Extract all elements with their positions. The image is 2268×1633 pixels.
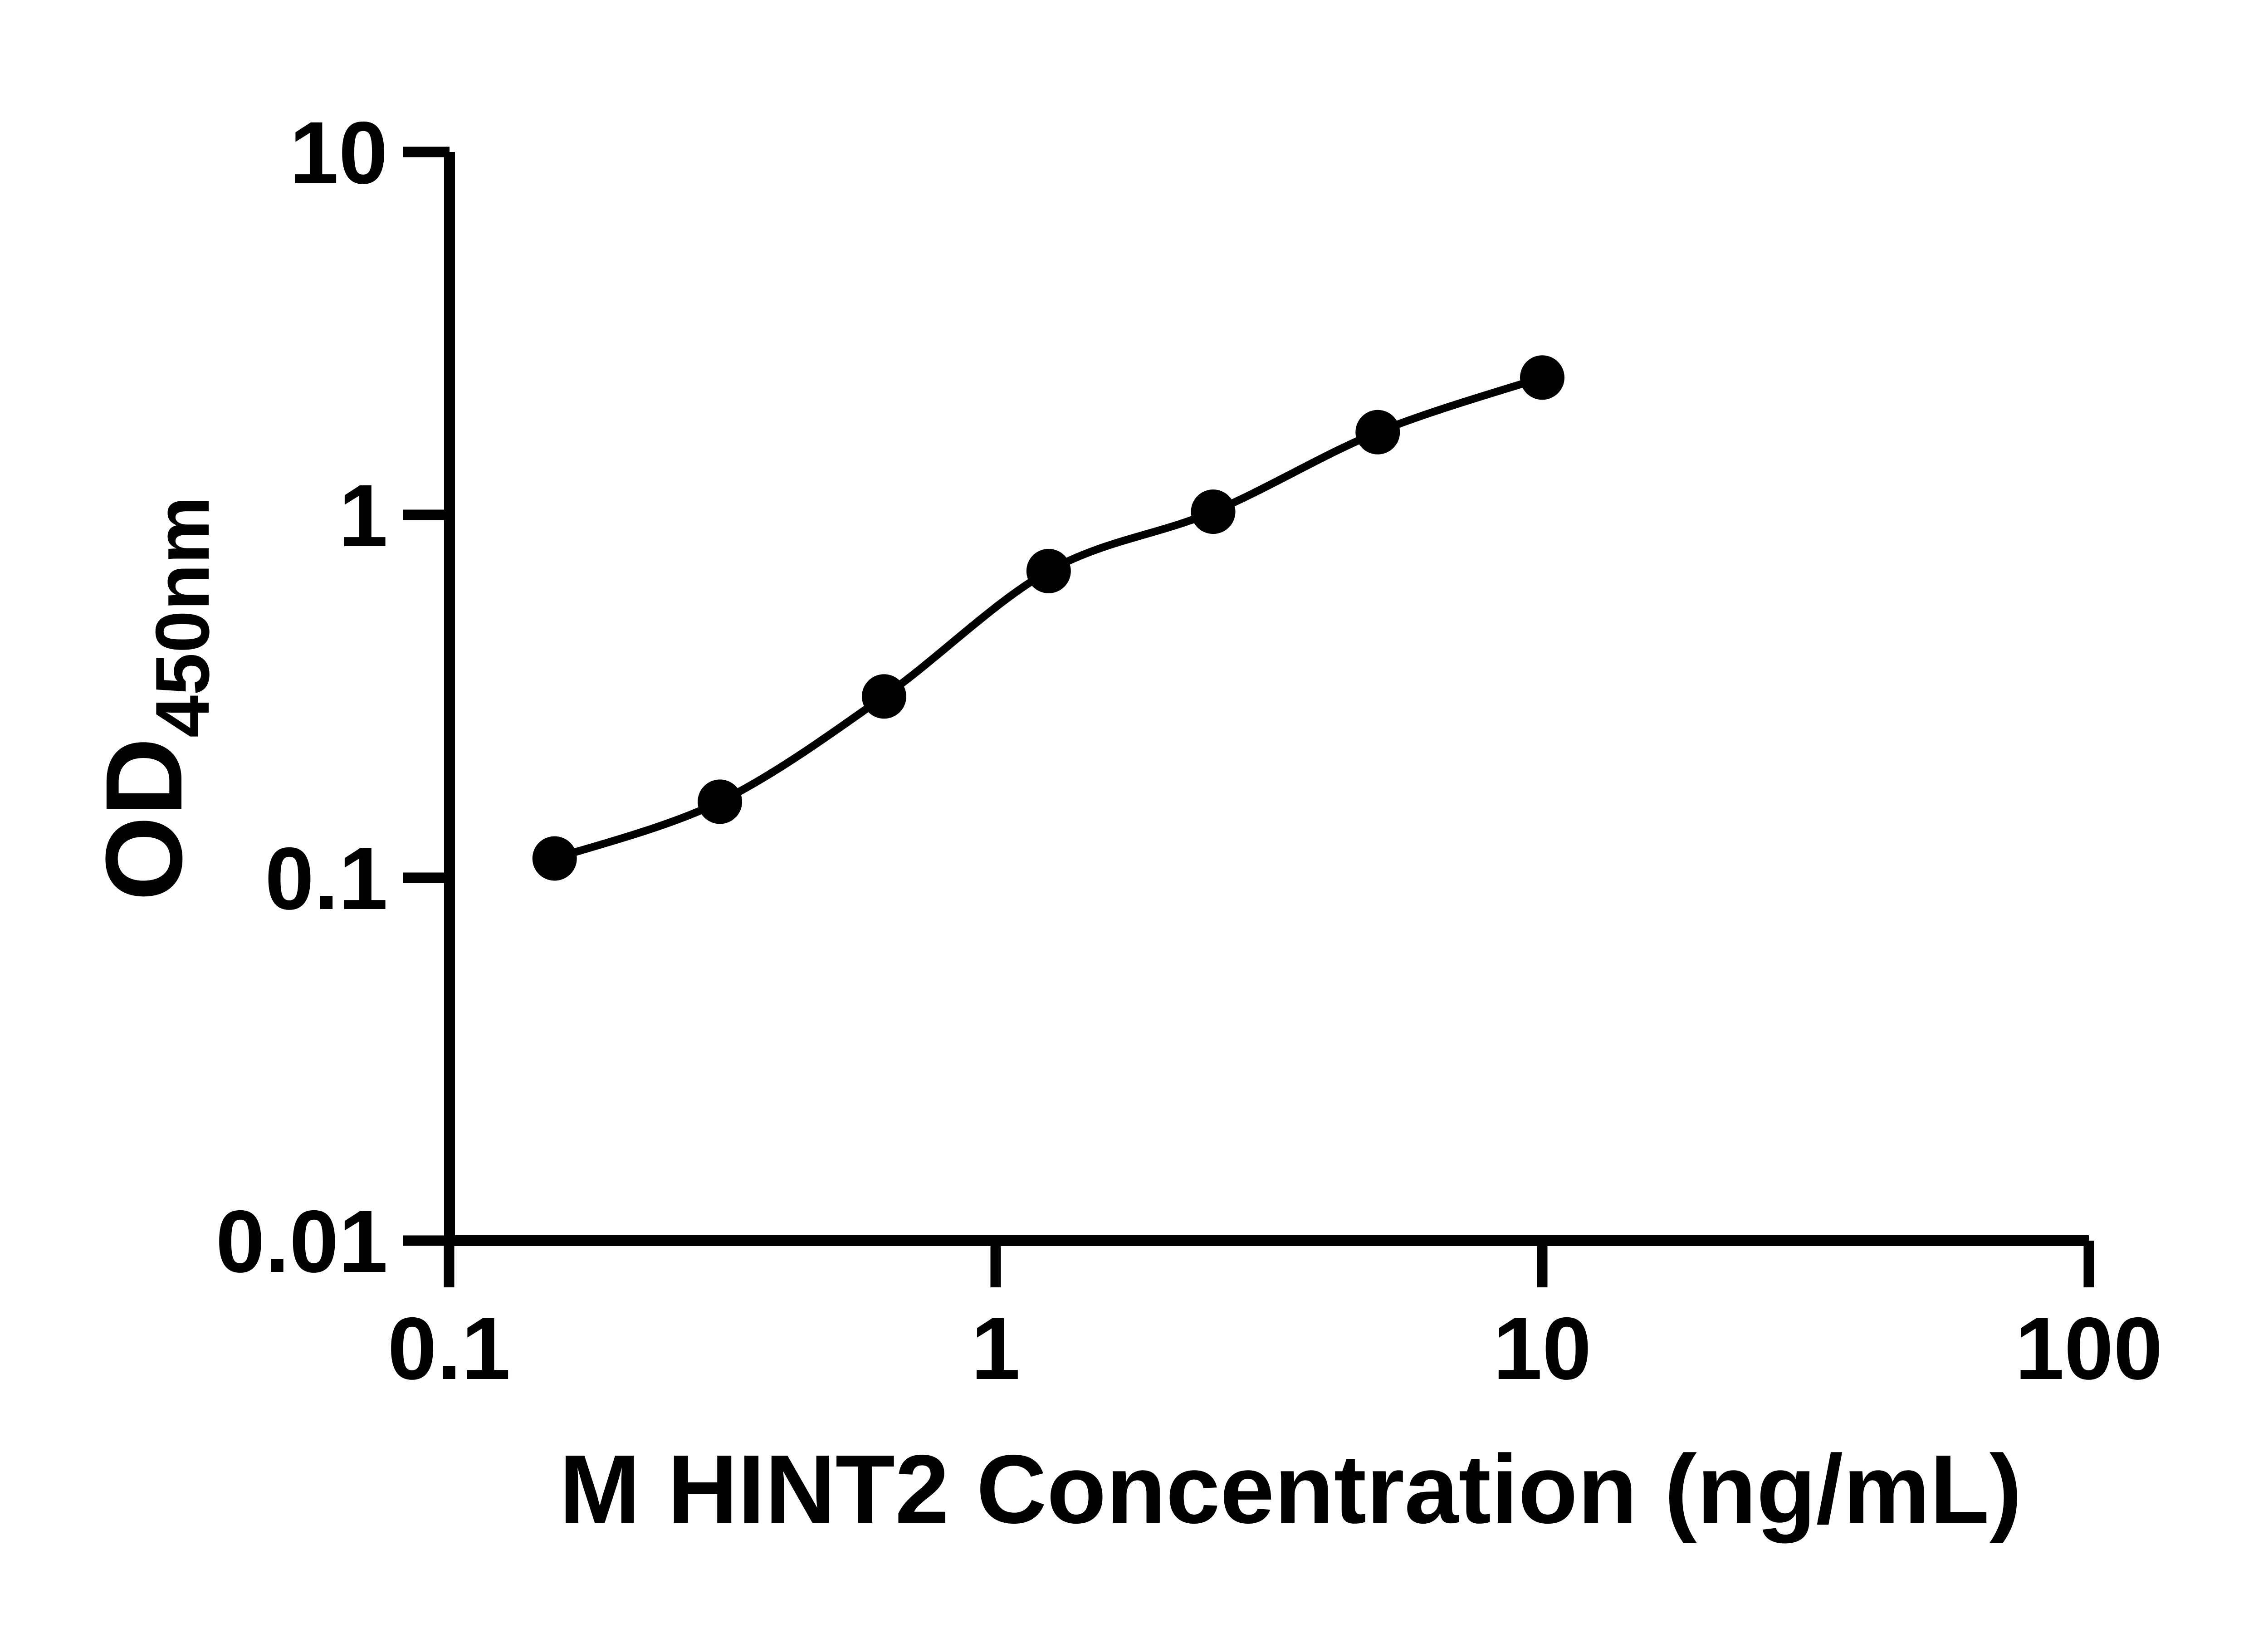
axis-lines [444,152,2089,1246]
x-tick-label: 100 [2015,1299,2162,1398]
y-tick-label: 0.01 [215,1192,388,1291]
y-axis-title-main: OD [83,738,205,901]
y-tick-label: 10 [289,103,388,202]
x-tick-label: 10 [1493,1299,1592,1398]
data-point-marker [862,674,906,719]
x-axis-title: M HINT2 Concentration (ng/mL) [559,1434,2022,1544]
data-point-marker [698,779,743,824]
y-axis-ticks [403,147,450,1246]
y-tick-label: 0.1 [265,829,388,928]
data-points [532,355,1564,881]
x-tick-label: 0.1 [387,1299,510,1398]
y-axis-title-subscript: 450nm [140,496,225,738]
y-tick-label: 1 [339,466,388,565]
x-axis-ticks [444,1241,2094,1287]
data-point-marker [1355,410,1400,455]
x-tick-label: 1 [971,1299,1020,1398]
data-point-marker [1191,489,1236,534]
y-axis-tick-labels: 0.01 0.1 1 10 [215,103,388,1291]
y-axis-title: OD450nm [83,496,225,901]
x-axis-tick-labels: 0.1 1 10 100 [387,1299,2162,1398]
data-point-marker [1026,548,1071,593]
fit-curve [551,373,1546,862]
data-point-marker [1520,355,1564,400]
data-point-marker [532,836,577,881]
